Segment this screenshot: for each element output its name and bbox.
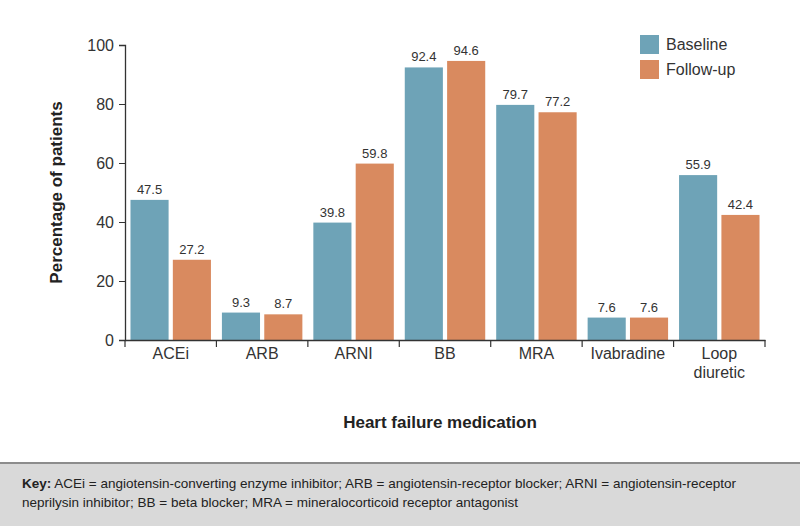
y-tick-label: 20 [96, 273, 114, 290]
key-text: ACEi = angiotensin-converting enzyme inh… [22, 476, 736, 510]
x-separator [582, 340, 583, 347]
x-separators [125, 340, 765, 347]
x-axis-line [126, 340, 766, 341]
x-tick-label: BB [434, 345, 455, 362]
x-tick: Loopdiuretic [693, 340, 745, 381]
y-tick: 60 [96, 155, 125, 172]
data-label: 39.8 [320, 205, 345, 220]
bar [264, 314, 302, 340]
bar [721, 215, 759, 340]
x-axis-title: Heart failure medication [343, 413, 537, 432]
data-label: 59.8 [362, 146, 387, 161]
x-separator [673, 340, 674, 347]
bar [588, 318, 626, 340]
bar [630, 318, 668, 340]
data-label: 9.3 [232, 295, 250, 310]
x-tick: Ivabradine [590, 340, 665, 362]
bar [496, 105, 534, 340]
bars [130, 61, 759, 340]
key-box: Key: ACEi = angiotensin-converting enzym… [0, 462, 800, 526]
data-label: 77.2 [545, 94, 570, 109]
x-separator [399, 340, 400, 347]
y-tick: 40 [96, 214, 125, 231]
legend: Baseline Follow-up [640, 35, 735, 79]
key-label: Key: [22, 476, 51, 491]
y-tick-label: 60 [96, 155, 114, 172]
x-tick-label: MRA [519, 345, 555, 362]
y-tick-mark [119, 222, 125, 223]
data-label: 55.9 [685, 157, 710, 172]
data-label: 47.5 [137, 182, 162, 197]
bar [405, 67, 443, 340]
x-axis: ACEi ARB ARNI BB MRA Ivabradine Loopdiuretic [126, 340, 766, 381]
y-tick-label: 80 [96, 96, 114, 113]
x-tick-label: ARB [246, 345, 279, 362]
y-tick-mark [119, 45, 125, 46]
data-label: 94.6 [454, 43, 479, 58]
data-label: 92.4 [411, 49, 436, 64]
bar [447, 61, 485, 340]
y-axis: 0 20 40 60 80 100 [87, 37, 125, 349]
y-tick: 20 [96, 273, 125, 290]
y-tick-label: 100 [87, 37, 114, 54]
bar [679, 175, 717, 340]
x-tick-label: ARNI [334, 345, 372, 362]
x-tick: ARNI [334, 340, 372, 362]
x-tick-label: Loopdiuretic [693, 345, 745, 380]
x-separator [307, 340, 308, 347]
y-tick-label: 40 [96, 214, 114, 231]
y-tick-mark [119, 340, 125, 341]
bar [130, 200, 168, 340]
legend-label: Follow-up [666, 61, 735, 78]
legend-swatch [640, 60, 659, 79]
x-tick-label: Ivabradine [590, 345, 665, 362]
x-tick: ACEi [152, 340, 188, 362]
y-tick: 80 [96, 96, 125, 113]
data-label: 7.6 [640, 300, 658, 315]
data-label: 42.4 [728, 197, 753, 212]
data-label: 8.7 [274, 296, 292, 311]
bar [173, 260, 211, 340]
bar [539, 112, 577, 340]
bar [356, 164, 394, 340]
y-tick-mark [119, 104, 125, 105]
x-separator [764, 340, 765, 347]
data-label: 27.2 [179, 242, 204, 257]
y-axis-title: Percentage of patients [47, 101, 66, 283]
data-labels: 47.5 9.3 39.8 92.4 79.7 7.6 55.9 27.2 8.7 59.8 94.… [137, 43, 753, 315]
legend-item: Follow-up [640, 60, 735, 79]
x-tick-label: ACEi [152, 345, 188, 362]
x-separator [490, 340, 491, 347]
y-tick: 0 [105, 332, 125, 349]
x-tick: BB [434, 340, 455, 362]
y-tick-mark [119, 163, 125, 164]
x-tick: MRA [519, 340, 555, 362]
bar [222, 313, 260, 340]
x-separator [124, 340, 125, 347]
x-tick: ARB [246, 340, 279, 362]
y-tick-mark [119, 281, 125, 282]
legend-swatch [640, 35, 659, 54]
x-separator [216, 340, 217, 347]
bar [313, 223, 351, 340]
legend-item: Baseline [640, 35, 727, 54]
y-tick: 100 [87, 37, 125, 54]
y-tick-label: 0 [105, 332, 114, 349]
data-label: 7.6 [598, 300, 616, 315]
chart: 47.5 9.3 39.8 92.4 79.7 7.6 55.9 27.2 8.7 59.8 94.… [0, 0, 800, 462]
data-label: 79.7 [503, 87, 528, 102]
y-axis-line [119, 46, 126, 341]
legend-label: Baseline [666, 36, 727, 53]
